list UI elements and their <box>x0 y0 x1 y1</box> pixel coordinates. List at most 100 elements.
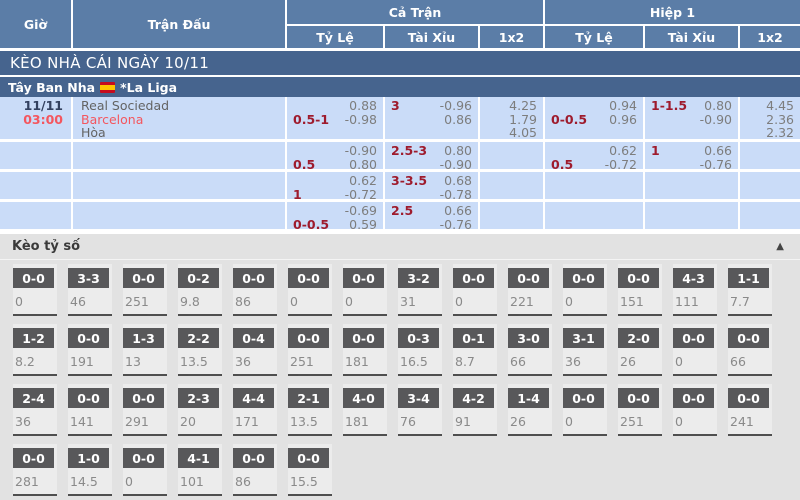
score-bet-cell[interactable]: 0-0 15.5 <box>288 444 332 496</box>
score-bet-cell[interactable]: 4-1 101 <box>178 444 222 496</box>
score-bet-cell[interactable]: 0-0 281 <box>13 444 57 496</box>
home-team-name[interactable]: Real Sociedad <box>81 98 170 113</box>
score-bet-cell[interactable]: 0-0 251 <box>123 264 167 316</box>
score-odds-value: 13.5 <box>180 354 208 369</box>
ft-1x2-cell[interactable] <box>480 202 545 229</box>
h1-overunder-cell[interactable]: 1-1.5 0.80 -0.90 <box>645 97 740 139</box>
score-label: 0-3 <box>398 328 439 348</box>
odds-value: 0.80 <box>444 143 472 158</box>
score-bet-cell[interactable]: 2-3 20 <box>178 384 222 436</box>
score-bet-cell[interactable]: 1-3 13 <box>123 324 167 376</box>
score-bet-cell[interactable]: 0-0 241 <box>728 384 772 436</box>
chevron-up-icon[interactable]: ▲ <box>776 240 784 252</box>
score-odds-value: 141 <box>70 414 94 429</box>
score-bet-cell[interactable]: 0-0 181 <box>343 324 387 376</box>
h1-handicap-cell[interactable]: 0.94 0-0.5 0.96 <box>545 97 645 139</box>
score-bet-cell[interactable]: 0-0 291 <box>123 384 167 436</box>
score-odds-value: 66 <box>510 354 526 369</box>
ft-handicap-cell[interactable]: -0.69 0-0.5 0.59 <box>287 202 385 229</box>
correct-score-section: Kèo tỷ số ▲ 0-0 0 3-3 46 0-0 251 0-2 9.8 0-0 86 0-… <box>0 232 800 500</box>
score-label: 0-0 <box>618 388 659 408</box>
odds-table-header: Giờ Trận Đấu Cả Trận Tỷ Lệ Tài Xỉu 1x2 H… <box>0 0 800 48</box>
score-bet-cell[interactable]: 3-3 46 <box>68 264 112 316</box>
score-bet-cell[interactable]: 0-1 8.7 <box>453 324 497 376</box>
h1-handicap-cell[interactable]: 0.62 0.5 -0.72 <box>545 142 645 169</box>
score-bet-cell[interactable]: 4-3 111 <box>673 264 717 316</box>
ft-1x2-cell[interactable]: 4.25 1.79 4.05 <box>480 97 545 139</box>
score-bet-cell[interactable]: 3-1 36 <box>563 324 607 376</box>
h1-overunder-cell[interactable] <box>645 172 740 199</box>
league-header-bar[interactable]: Tây Ban Nha *La Liga <box>0 77 800 97</box>
col-header-gio: Giờ <box>0 0 73 48</box>
score-bet-cell[interactable]: 0-0 86 <box>233 264 277 316</box>
score-odds-value: 86 <box>235 294 251 309</box>
score-bet-cell[interactable]: 2-4 36 <box>13 384 57 436</box>
score-bet-cell[interactable]: 0-4 36 <box>233 324 277 376</box>
ft-overunder-cell[interactable]: 2.5 0.66 -0.76 <box>385 202 480 229</box>
col-group-first-half: Hiệp 1 Tỷ Lệ Tài Xỉu 1x2 <box>545 0 800 48</box>
score-bet-cell[interactable]: 1-0 14.5 <box>68 444 112 496</box>
score-bet-cell[interactable]: 0-0 0 <box>343 264 387 316</box>
score-bet-cell[interactable]: 0-0 0 <box>563 384 607 436</box>
away-team-name[interactable]: Barcelona <box>81 111 144 127</box>
score-bet-cell[interactable]: 0-0 0 <box>673 324 717 376</box>
h1-handicap-cell[interactable] <box>545 172 645 199</box>
score-bet-cell[interactable]: 0-0 0 <box>13 264 57 316</box>
ft-handicap-cell[interactable]: 0.88 0.5-1 -0.98 <box>287 97 385 139</box>
odds-value: -0.69 <box>344 203 377 218</box>
handicap-value: 1 <box>651 143 660 158</box>
ft-overunder-cell[interactable]: 3-3.5 0.68 -0.78 <box>385 172 480 199</box>
score-bet-cell[interactable]: 0-0 251 <box>618 384 662 436</box>
h1-handicap-cell[interactable] <box>545 202 645 229</box>
score-bet-cell[interactable]: 0-0 151 <box>618 264 662 316</box>
score-bet-cell[interactable]: 0-3 16.5 <box>398 324 442 376</box>
score-bet-cell[interactable]: 4-2 91 <box>453 384 497 436</box>
score-bet-cell[interactable]: 3-0 66 <box>508 324 552 376</box>
score-bet-cell[interactable]: 0-0 0 <box>563 264 607 316</box>
score-bet-cell[interactable]: 0-0 86 <box>233 444 277 496</box>
score-bet-cell[interactable]: 3-4 76 <box>398 384 442 436</box>
score-odds-value: 16.5 <box>400 354 428 369</box>
h1-overunder-cell[interactable]: 1 0.66 -0.76 <box>645 142 740 169</box>
score-label: 4-4 <box>233 388 274 408</box>
match-teams-cell[interactable]: Real Sociedad Barcelona Hòa <box>73 97 287 139</box>
score-label: 1-2 <box>13 328 54 348</box>
score-bet-cell[interactable]: 1-2 8.2 <box>13 324 57 376</box>
score-bet-cell[interactable]: 0-0 0 <box>123 444 167 496</box>
score-bet-cell[interactable]: 2-0 26 <box>618 324 662 376</box>
h1-1x2-cell[interactable] <box>740 202 800 229</box>
odds-value: 0.68 <box>444 173 472 188</box>
score-odds-value: 181 <box>345 354 369 369</box>
ft-overunder-cell[interactable]: 3 -0.96 0.86 <box>385 97 480 139</box>
score-odds-value: 0 <box>565 414 573 429</box>
h1-1x2-cell[interactable]: 4.45 2.36 2.32 <box>740 97 800 139</box>
score-bet-cell[interactable]: 1-1 7.7 <box>728 264 772 316</box>
ft-overunder-cell[interactable]: 2.5-3 0.80 -0.90 <box>385 142 480 169</box>
score-bet-cell[interactable]: 1-4 26 <box>508 384 552 436</box>
ft-1x2-cell[interactable] <box>480 172 545 199</box>
score-bet-cell[interactable]: 0-0 191 <box>68 324 112 376</box>
ft-handicap-cell[interactable]: -0.90 0.5 0.80 <box>287 142 385 169</box>
score-bet-cell[interactable]: 0-0 141 <box>68 384 112 436</box>
h1-1x2-cell[interactable] <box>740 142 800 169</box>
score-bet-cell[interactable]: 3-2 31 <box>398 264 442 316</box>
score-bet-cell[interactable]: 4-0 181 <box>343 384 387 436</box>
score-odds-value: 15.5 <box>290 474 318 489</box>
score-bet-cell[interactable]: 2-1 13.5 <box>288 384 332 436</box>
h1-overunder-cell[interactable] <box>645 202 740 229</box>
ft-1x2-cell[interactable] <box>480 142 545 169</box>
score-bet-cell[interactable]: 0-0 0 <box>453 264 497 316</box>
score-bet-cell[interactable]: 0-0 66 <box>728 324 772 376</box>
ft-handicap-cell[interactable]: 0.62 1 -0.72 <box>287 172 385 199</box>
odds-row: 11/11 03:00 Real Sociedad Barcelona Hòa 0.88 0… <box>0 97 800 142</box>
date-section-title: KÈO NHÀ CÁI NGÀY 10/11 <box>10 54 210 72</box>
h1-1x2-cell[interactable] <box>740 172 800 199</box>
score-bet-cell[interactable]: 0-0 0 <box>673 384 717 436</box>
score-bet-cell[interactable]: 4-4 171 <box>233 384 277 436</box>
score-bet-cell[interactable]: 2-2 13.5 <box>178 324 222 376</box>
score-bet-cell[interactable]: 0-0 251 <box>288 324 332 376</box>
score-bet-cell[interactable]: 0-2 9.8 <box>178 264 222 316</box>
score-bet-cell[interactable]: 0-0 221 <box>508 264 552 316</box>
score-bet-cell[interactable]: 0-0 0 <box>288 264 332 316</box>
